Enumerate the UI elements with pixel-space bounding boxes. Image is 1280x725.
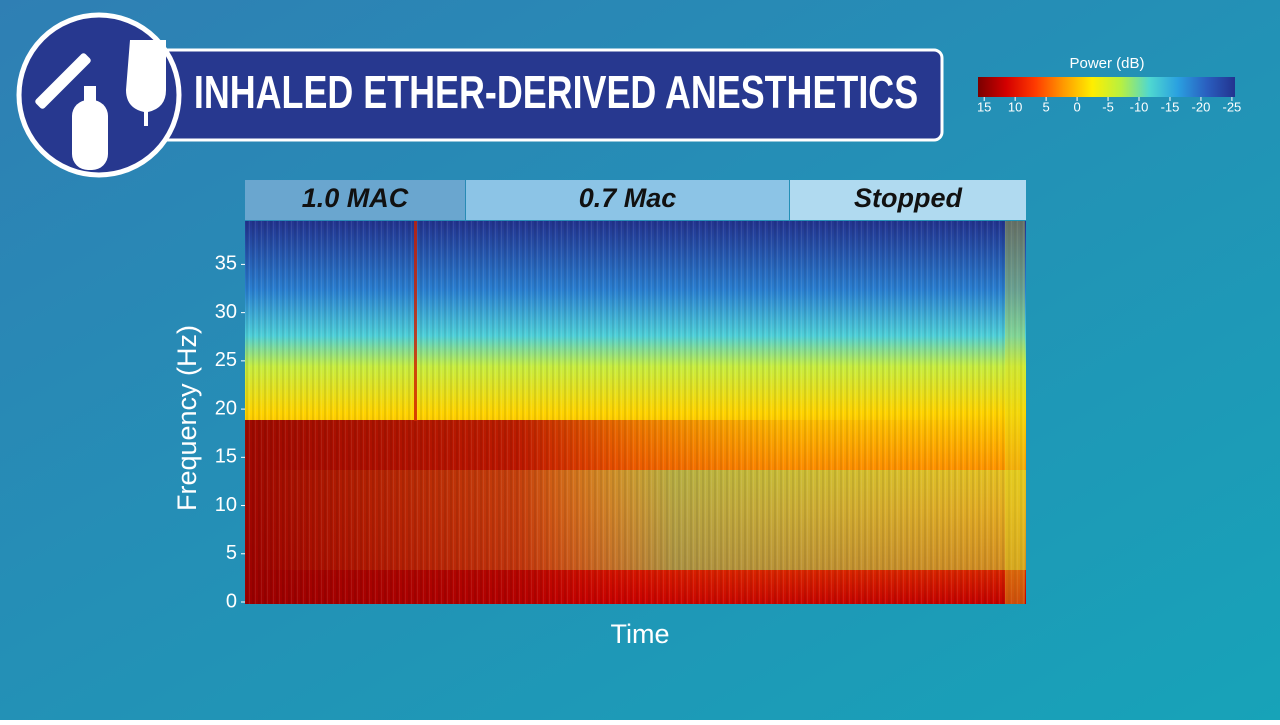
y-tick-label: 20 (215, 397, 237, 419)
y-tick-label: 35 (215, 253, 237, 275)
y-tick-label: 25 (215, 349, 237, 371)
segment-label: 1.0 MAC (302, 183, 409, 213)
colorbar-tick-label: -5 (1102, 99, 1114, 114)
colorbar-tick-label: 5 (1043, 99, 1050, 114)
colorbar (978, 77, 1235, 97)
y-tick-label: 5 (226, 542, 237, 564)
y-tick-label: 30 (215, 301, 237, 323)
x-axis-label: Time (611, 619, 670, 649)
segment-band (245, 180, 465, 220)
segment-label: Stopped (854, 183, 962, 213)
colorbar-tick-label: 0 (1073, 99, 1080, 114)
chart-title: INHALED ETHER-DERIVED ANESTHETICS (194, 67, 918, 118)
colorbar-tick-label: -10 (1130, 99, 1149, 114)
logo-icons (35, 40, 166, 170)
colorbar-tick-label: 15 (977, 99, 991, 114)
y-tick-label: 10 (215, 494, 237, 516)
spectrogram-image (245, 221, 1026, 604)
colorbar-tick-label: -15 (1161, 99, 1180, 114)
y-tick-label: 0 (226, 590, 237, 612)
segment-label: 0.7 Mac (579, 183, 677, 213)
colorbar-tick-label: -25 (1223, 99, 1242, 114)
segment-band (790, 180, 1026, 220)
colorbar-label: Power (dB) (1069, 55, 1144, 72)
segment-band (466, 180, 789, 220)
colorbar-tick-label: 10 (1008, 99, 1022, 114)
y-tick-label: 15 (215, 446, 237, 468)
y-axis-label: Frequency (Hz) (172, 325, 202, 511)
colorbar-tick-label: -20 (1192, 99, 1211, 114)
